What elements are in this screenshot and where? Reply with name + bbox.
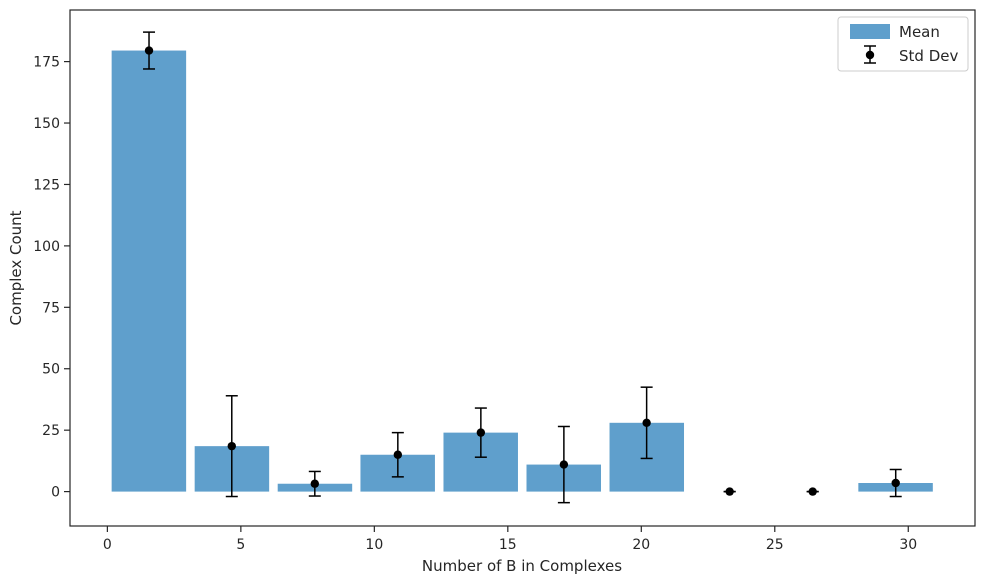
x-tick-label-20: 20 — [632, 537, 650, 553]
mean-point-1 — [227, 441, 236, 451]
bar-0 — [111, 50, 187, 492]
x-tick-label-10: 10 — [365, 537, 383, 553]
mean-point-5 — [559, 460, 569, 469]
x-tick-label-15: 15 — [499, 537, 517, 553]
mean-point-0 — [144, 46, 154, 55]
plot-frame — [69, 9, 976, 527]
y-tick-label-100: 100 — [33, 239, 60, 255]
legend-mean-swatch — [850, 24, 890, 39]
y-tick-label-75: 75 — [42, 300, 60, 316]
mean-point-4 — [476, 428, 486, 437]
mean-point-6 — [642, 418, 651, 427]
x-axis-label: Number of B in Complexes — [422, 557, 622, 575]
y-tick-label-0: 0 — [51, 485, 60, 501]
legend-std-label: Std Dev — [899, 47, 958, 65]
mean-point-8 — [808, 487, 817, 496]
y-tick-label-50: 50 — [42, 362, 60, 378]
error-bars-layer — [143, 31, 902, 504]
mean-point-3 — [393, 450, 403, 459]
y-tick-label-150: 150 — [33, 116, 60, 132]
y-tick-label-175: 175 — [33, 55, 60, 71]
mean-point-9 — [891, 478, 900, 488]
x-tick-label-30: 30 — [899, 537, 917, 553]
legend-mean-label: Mean — [899, 23, 940, 41]
legend: Mean Std Dev — [837, 16, 969, 72]
x-tick-label-25: 25 — [766, 537, 784, 553]
y-tick-label-25: 25 — [42, 423, 60, 439]
y-axis-ticks: 0 25 50 75 100 125 150 175 — [33, 55, 70, 501]
legend-std-marker — [864, 45, 876, 64]
x-axis-ticks: 0 5 10 15 20 25 30 — [103, 526, 917, 553]
y-axis-label: Complex Count — [7, 210, 25, 325]
bars-layer — [111, 50, 933, 492]
y-tick-label-125: 125 — [33, 177, 60, 193]
mean-point-7 — [725, 487, 734, 496]
x-tick-label-0: 0 — [103, 537, 112, 553]
x-tick-label-5: 5 — [236, 537, 245, 553]
mean-point-2 — [310, 479, 320, 488]
